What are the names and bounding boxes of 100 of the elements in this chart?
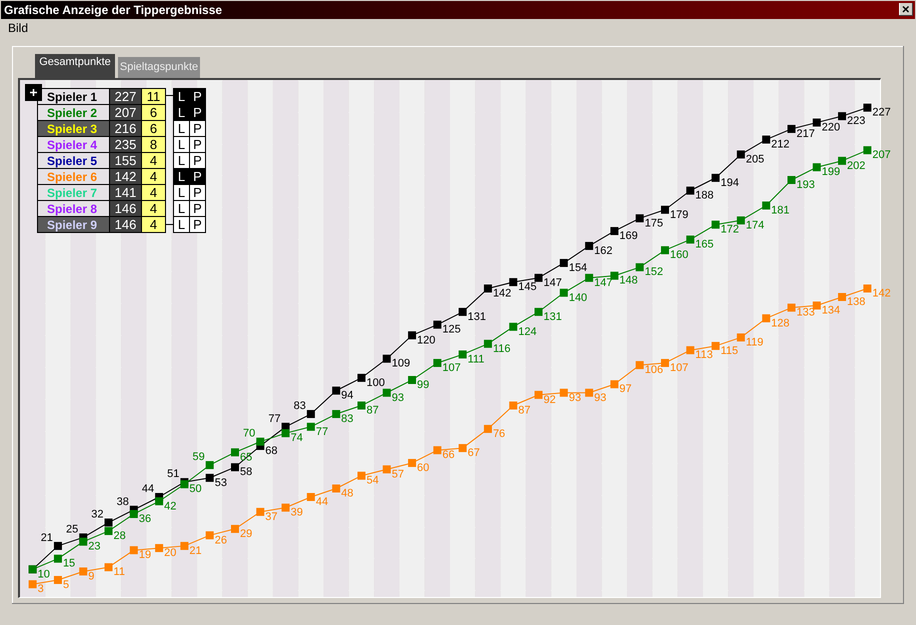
data-label: 60	[417, 462, 430, 474]
data-label: 99	[417, 378, 430, 391]
data-label: 107	[670, 362, 688, 374]
point	[408, 331, 416, 340]
point	[484, 340, 492, 348]
data-label: 160	[670, 249, 688, 262]
point	[712, 342, 720, 350]
point	[762, 314, 770, 322]
data-label: 5	[62, 578, 70, 591]
data-label: 174	[746, 219, 764, 232]
data-label: 142	[872, 288, 891, 300]
data-label: 142	[110, 169, 141, 184]
point	[585, 242, 594, 250]
point	[812, 118, 821, 127]
point	[306, 493, 315, 502]
data-label: 59	[192, 451, 205, 464]
point	[509, 322, 518, 331]
point	[636, 263, 644, 272]
point	[863, 146, 872, 154]
category-label: Spieler 8	[38, 201, 109, 216]
point	[560, 388, 568, 397]
data-label: 39	[290, 506, 303, 519]
data-label: 172	[720, 224, 739, 236]
annotation: P	[190, 89, 205, 104]
data-label: 207	[872, 149, 891, 162]
data-label: 162	[594, 244, 612, 257]
text: Gesamtpunkte	[38, 55, 112, 69]
data-label: 74	[290, 432, 303, 444]
category-label: Spieler 1	[38, 89, 109, 104]
point	[282, 429, 290, 438]
data-label: 25	[66, 523, 78, 536]
point	[484, 284, 492, 292]
data-label: 83	[341, 413, 354, 426]
data-label: 93	[568, 392, 582, 404]
point	[433, 320, 442, 329]
data-label: 152	[644, 266, 664, 278]
text: P	[193, 153, 202, 168]
point	[382, 388, 391, 397]
text: L	[178, 153, 186, 168]
point	[661, 246, 669, 254]
point	[458, 308, 467, 316]
point	[332, 386, 340, 395]
point	[610, 380, 618, 388]
data-label: 235	[110, 137, 141, 152]
data-label: 179	[670, 208, 688, 221]
point	[54, 576, 62, 584]
data-label: 148	[619, 274, 638, 287]
data-label: 4	[142, 217, 165, 232]
point	[231, 448, 239, 456]
data-label: 87	[518, 404, 530, 417]
point	[256, 508, 264, 516]
point	[736, 150, 745, 158]
chart-title: Grafische Anzeige der Tippergebnisse	[4, 3, 222, 17]
point	[736, 216, 745, 224]
point	[812, 163, 821, 172]
data-label: 111	[468, 353, 484, 366]
data-label: 66	[442, 449, 455, 462]
point	[104, 563, 113, 572]
point	[560, 258, 568, 267]
data-label: 165	[695, 238, 714, 251]
point	[306, 422, 315, 431]
point	[104, 518, 113, 527]
data-label: 54	[366, 474, 379, 487]
data-label: 146	[110, 217, 141, 232]
data-label: 220	[822, 122, 840, 134]
data-label: 92	[544, 394, 556, 406]
point	[231, 524, 239, 533]
data-label: 50	[189, 483, 202, 496]
category-label: Spieler 2	[38, 105, 109, 120]
data-label: 138	[847, 296, 866, 308]
point	[509, 278, 518, 286]
data-label: 6	[142, 121, 165, 136]
category-label: Spieler 9	[38, 217, 109, 232]
data-label: 94	[341, 390, 354, 402]
point	[79, 567, 88, 576]
point	[863, 104, 872, 112]
data-label: 145	[518, 281, 537, 294]
point	[231, 463, 239, 472]
point	[838, 156, 846, 165]
point	[787, 176, 796, 184]
data-label: 19	[138, 549, 152, 562]
point	[762, 136, 770, 144]
category-label: Spieler 5	[38, 153, 109, 168]
point	[357, 472, 366, 480]
data-label: 67	[468, 447, 480, 460]
data-label: 147	[594, 276, 612, 289]
point	[332, 484, 340, 492]
point	[838, 293, 846, 302]
data-label: 131	[468, 310, 486, 323]
point	[408, 376, 416, 384]
category-label: Spieler 3	[38, 121, 109, 136]
point	[661, 358, 669, 367]
data-label: 120	[417, 334, 436, 346]
point	[585, 274, 594, 282]
annotation: L	[174, 89, 189, 104]
data-label: 146	[110, 201, 141, 216]
point	[180, 542, 188, 550]
data-label: 8	[142, 137, 165, 152]
text: P	[193, 217, 202, 232]
point	[787, 124, 796, 133]
